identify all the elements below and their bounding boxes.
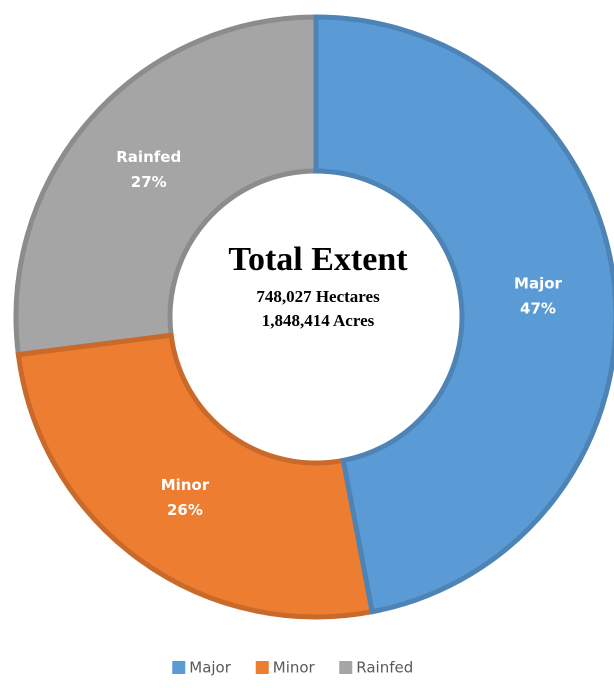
legend-swatch <box>172 661 186 674</box>
segment-label-value: 27% <box>131 173 167 191</box>
legend-swatch <box>339 661 353 674</box>
segment-label-name: Major <box>514 275 562 293</box>
segment-label-value: 47% <box>520 300 556 318</box>
legend-label: Rainfed <box>356 659 413 677</box>
center-title: Total Extent <box>228 241 408 278</box>
legend-label: Major <box>189 659 231 677</box>
legend-label: Minor <box>273 659 316 677</box>
donut-segment <box>313 14 614 615</box>
center-hectares: 748,027 Hectares <box>256 287 380 306</box>
donut-segment <box>13 14 319 358</box>
center-acres: 1,848,414 Acres <box>262 311 375 330</box>
segment-label-value: 26% <box>167 501 203 519</box>
segment-label-name: Rainfed <box>116 148 181 166</box>
donut-segment <box>15 332 376 620</box>
legend-swatch <box>255 661 269 674</box>
segment-label-name: Minor <box>161 476 210 494</box>
